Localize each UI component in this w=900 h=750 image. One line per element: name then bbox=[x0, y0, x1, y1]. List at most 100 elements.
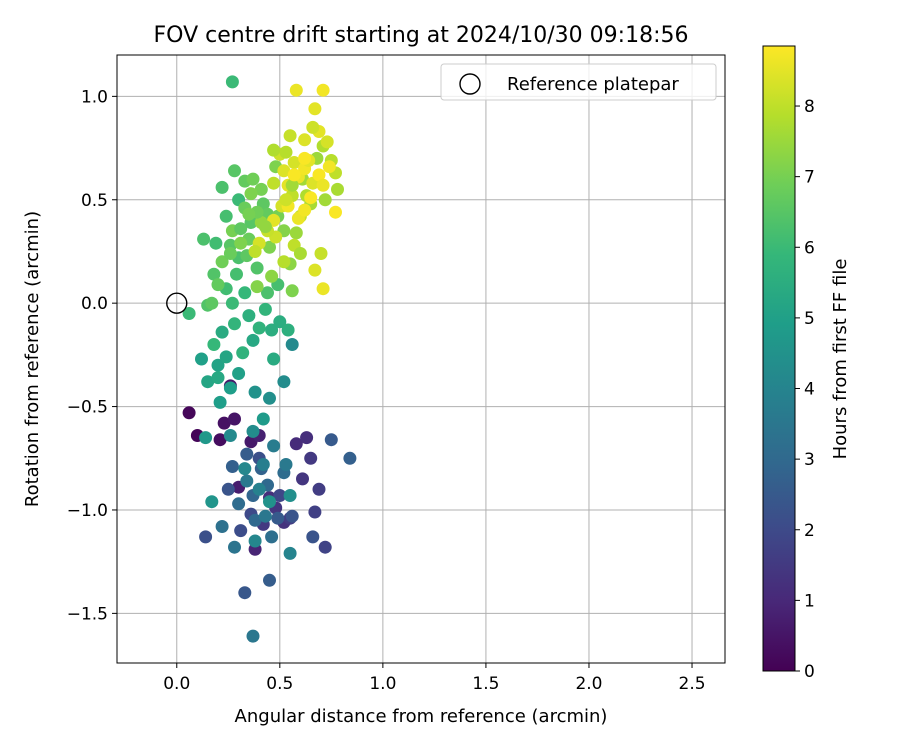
data-point bbox=[246, 172, 260, 186]
data-point bbox=[223, 381, 237, 395]
data-point bbox=[312, 482, 326, 496]
data-point bbox=[211, 371, 225, 385]
data-point bbox=[306, 530, 320, 544]
data-point bbox=[267, 143, 281, 157]
colorbar-tick-label: 7 bbox=[804, 168, 815, 188]
data-point bbox=[234, 236, 248, 250]
data-point bbox=[329, 205, 342, 219]
data-point bbox=[248, 513, 262, 527]
data-point bbox=[236, 346, 250, 360]
data-point bbox=[281, 323, 295, 337]
colorbar-tick-label: 0 bbox=[804, 662, 815, 682]
data-point bbox=[215, 255, 229, 269]
data-point bbox=[217, 416, 231, 430]
data-point bbox=[195, 352, 208, 366]
data-point bbox=[250, 280, 264, 294]
data-point bbox=[232, 367, 246, 380]
data-point bbox=[318, 540, 332, 554]
data-point bbox=[263, 495, 276, 509]
data-point bbox=[267, 176, 281, 190]
data-point bbox=[215, 325, 229, 339]
data-point bbox=[283, 489, 297, 502]
data-point bbox=[252, 482, 266, 496]
data-point bbox=[258, 220, 272, 234]
data-point bbox=[219, 209, 233, 223]
data-point bbox=[205, 495, 219, 509]
data-point bbox=[228, 412, 241, 426]
data-point bbox=[256, 412, 270, 426]
data-point bbox=[298, 133, 312, 147]
data-point bbox=[277, 255, 291, 269]
colorbar-tick-label: 5 bbox=[804, 309, 815, 329]
y-tick-label: 0.5 bbox=[81, 191, 108, 211]
y-tick-label: 0.0 bbox=[81, 294, 108, 314]
data-point bbox=[285, 178, 299, 192]
data-point bbox=[271, 511, 285, 525]
data-point bbox=[316, 178, 330, 192]
data-point bbox=[279, 193, 293, 207]
data-point bbox=[263, 240, 276, 254]
data-point bbox=[283, 546, 297, 560]
data-point bbox=[296, 472, 309, 486]
data-point bbox=[279, 145, 293, 159]
x-tick-label: 1.5 bbox=[472, 674, 499, 694]
colorbar-tick-label: 6 bbox=[804, 238, 815, 258]
data-point bbox=[312, 168, 326, 182]
data-point bbox=[331, 182, 344, 196]
colorbar-tick-label: 2 bbox=[804, 521, 815, 541]
data-point bbox=[273, 489, 287, 502]
x-tick-label: 1.0 bbox=[369, 674, 396, 694]
data-point bbox=[197, 232, 211, 246]
data-point bbox=[304, 191, 318, 205]
data-point bbox=[265, 530, 279, 544]
data-point bbox=[199, 530, 213, 544]
data-point bbox=[320, 135, 334, 149]
data-point bbox=[261, 286, 274, 300]
data-point bbox=[285, 284, 299, 298]
x-tick-label: 2.0 bbox=[575, 674, 602, 694]
data-points bbox=[182, 75, 357, 643]
data-point bbox=[232, 497, 246, 511]
colorbar-tick-label: 8 bbox=[804, 97, 815, 117]
data-point bbox=[205, 296, 219, 310]
legend: Reference platepar bbox=[440, 63, 717, 101]
data-point bbox=[246, 333, 260, 347]
data-point bbox=[289, 437, 303, 451]
data-point bbox=[234, 222, 248, 236]
data-point bbox=[201, 375, 215, 389]
x-axis-label: Angular distance from reference (arcmin) bbox=[235, 706, 608, 727]
data-point bbox=[209, 236, 223, 250]
y-tick-label: −1.0 bbox=[67, 501, 108, 521]
data-point bbox=[219, 350, 233, 364]
data-point bbox=[238, 586, 252, 600]
data-point bbox=[254, 182, 268, 196]
y-axis-label: Rotation from reference (arcmin) bbox=[22, 211, 43, 507]
y-tick-label: −0.5 bbox=[67, 398, 108, 418]
data-point bbox=[265, 323, 279, 337]
colorbar-tick-label: 4 bbox=[804, 380, 815, 400]
colorbar-ticks: 0 1 2 3 4 5 6 7 8 bbox=[795, 97, 815, 682]
data-point bbox=[228, 540, 241, 554]
data-point bbox=[318, 193, 332, 207]
data-point bbox=[343, 451, 357, 465]
data-point bbox=[252, 321, 266, 335]
data-point bbox=[240, 474, 254, 488]
data-point bbox=[289, 83, 303, 97]
data-point bbox=[199, 431, 213, 445]
colorbar-gradient bbox=[762, 45, 796, 672]
y-tick-label: 1.0 bbox=[81, 87, 108, 107]
data-point bbox=[228, 164, 241, 178]
data-point bbox=[246, 629, 260, 643]
legend-box bbox=[440, 63, 717, 101]
data-point bbox=[308, 505, 322, 519]
data-point bbox=[248, 385, 262, 399]
data-point bbox=[314, 247, 328, 260]
data-point bbox=[263, 573, 276, 587]
colorbar: 0 1 2 3 4 5 6 7 8 Hours from first FF file bbox=[762, 45, 851, 682]
data-point bbox=[182, 406, 196, 420]
data-point bbox=[225, 460, 239, 473]
data-point bbox=[238, 462, 252, 476]
data-point bbox=[213, 433, 227, 447]
data-point bbox=[324, 433, 338, 447]
